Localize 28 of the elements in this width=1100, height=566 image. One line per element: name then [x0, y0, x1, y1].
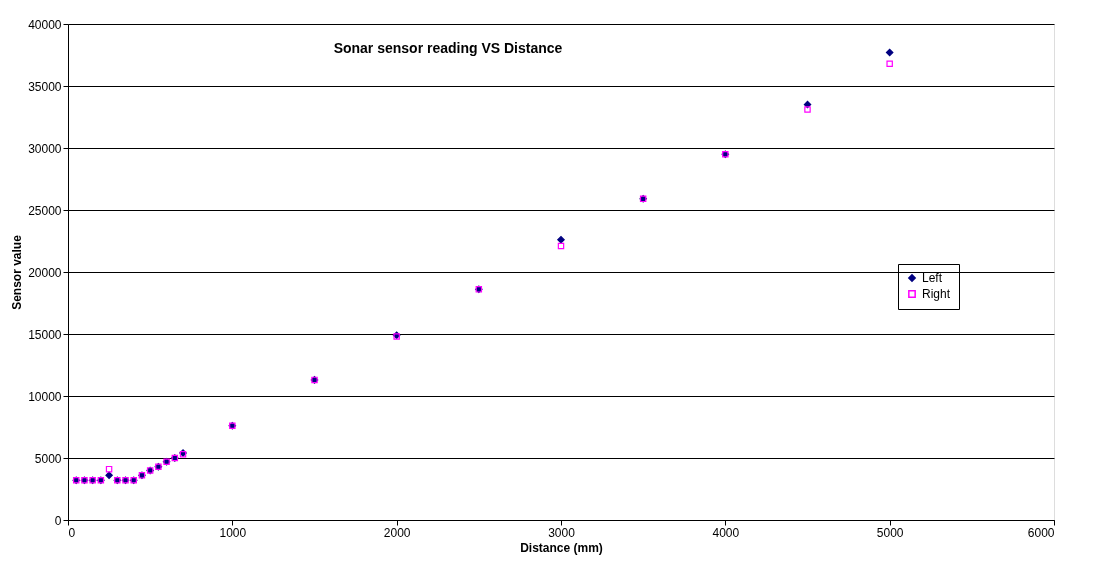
point	[105, 465, 113, 473]
x-tick-label: 4000	[712, 525, 740, 540]
y-tick-label: 15000	[28, 327, 62, 342]
x-tick-label: 6000	[1027, 525, 1055, 540]
point	[105, 471, 113, 480]
y-tick-label: 10000	[28, 389, 62, 404]
y-tick-label: 35000	[28, 79, 62, 94]
point	[885, 48, 894, 57]
legend-label: Left	[922, 271, 943, 285]
x-tick-label: 3000	[548, 525, 576, 540]
y-tick-label: 30000	[28, 141, 62, 156]
y-axis-title: Sensor value	[10, 234, 25, 310]
x-tick-label: 2000	[383, 525, 411, 540]
y-tick-label: 0	[54, 513, 62, 528]
x-tick-label: 0	[68, 525, 76, 540]
y-tick-label: 5000	[34, 451, 62, 466]
text: Sonar sensor reading VS Distance	[333, 40, 563, 56]
legend-label: Right	[922, 287, 951, 301]
y-tick-label: 20000	[28, 265, 62, 280]
x-axis-title: Distance (mm)	[520, 540, 603, 555]
y-tick-label: 40000	[28, 17, 62, 32]
point	[804, 106, 811, 113]
point	[886, 60, 893, 67]
x-tick-label: 5000	[876, 525, 904, 540]
point	[557, 236, 565, 244]
y-tick-label: 25000	[28, 203, 62, 218]
x-tick-label: 1000	[219, 525, 247, 540]
point	[557, 242, 565, 250]
